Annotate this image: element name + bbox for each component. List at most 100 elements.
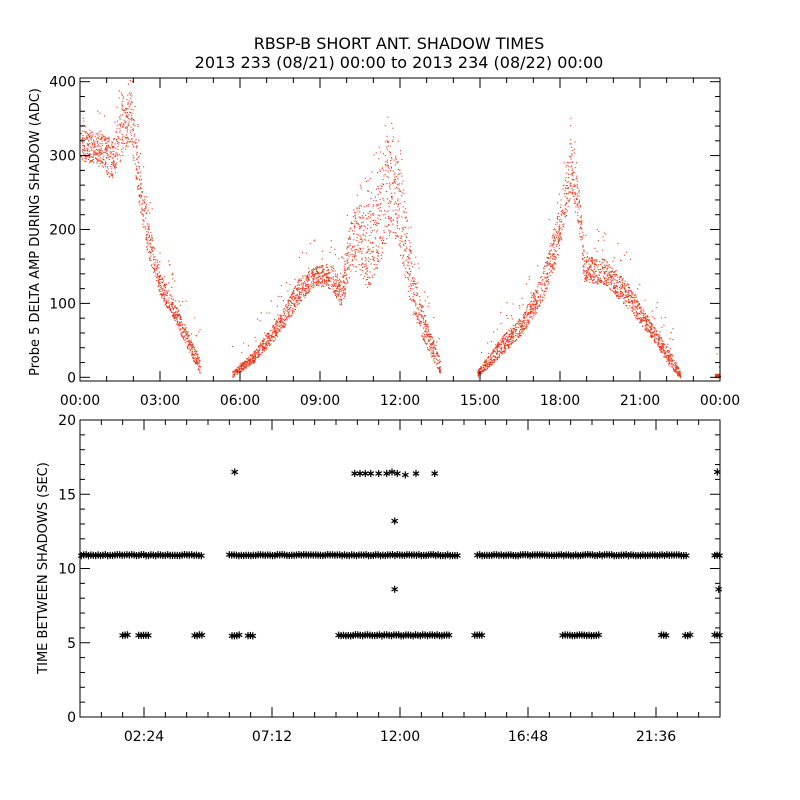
delta-amp-point <box>147 251 149 253</box>
delta-amp-point <box>411 300 413 302</box>
delta-amp-point <box>429 348 431 350</box>
delta-amp-point <box>393 179 395 181</box>
delta-amp-point <box>626 294 628 296</box>
delta-amp-point <box>650 328 652 330</box>
delta-amp-point <box>389 230 391 232</box>
delta-amp-point <box>590 269 592 271</box>
delta-amp-point <box>635 317 637 319</box>
delta-amp-point <box>123 110 125 112</box>
delta-amp-point <box>147 209 149 211</box>
delta-amp-point <box>431 349 433 351</box>
delta-amp-point <box>263 337 265 339</box>
delta-amp-point <box>553 247 555 249</box>
delta-amp-point <box>433 355 435 357</box>
delta-amp-point <box>351 250 353 252</box>
delta-amp-point <box>413 263 415 265</box>
delta-amp-point <box>553 239 555 241</box>
delta-amp-point <box>173 318 175 320</box>
delta-amp-point <box>565 188 567 190</box>
delta-amp-point <box>140 153 142 155</box>
delta-amp-point <box>555 231 557 233</box>
delta-amp-point <box>316 268 318 270</box>
delta-amp-point <box>174 312 176 314</box>
delta-amp-point <box>528 312 530 314</box>
delta-amp-point <box>370 198 372 200</box>
delta-amp-point <box>628 296 630 298</box>
delta-amp-point <box>439 361 441 363</box>
delta-amp-point <box>601 271 603 273</box>
delta-amp-point <box>85 149 87 151</box>
delta-amp-point <box>594 264 596 266</box>
delta-amp-point <box>93 142 95 144</box>
delta-amp-point <box>505 315 507 317</box>
delta-amp-point <box>504 342 506 344</box>
delta-amp-point <box>498 350 500 352</box>
delta-amp-point <box>122 154 124 156</box>
delta-amp-point <box>552 265 554 267</box>
delta-amp-point <box>556 202 558 204</box>
delta-amp-point <box>144 209 146 211</box>
delta-amp-point <box>266 333 268 335</box>
delta-amp-point <box>534 295 536 297</box>
delta-amp-point <box>187 344 189 346</box>
delta-amp-point <box>437 367 439 369</box>
delta-amp-point <box>188 340 190 342</box>
delta-amp-point <box>243 362 245 364</box>
delta-amp-point <box>264 339 266 341</box>
delta-amp-point <box>232 371 234 373</box>
delta-amp-point <box>274 330 276 332</box>
delta-amp-point <box>585 278 587 280</box>
delta-amp-point <box>274 326 276 328</box>
delta-amp-point <box>493 331 495 333</box>
delta-amp-point <box>570 183 572 185</box>
delta-amp-point <box>94 150 96 152</box>
delta-amp-point <box>119 130 121 132</box>
delta-amp-point <box>497 351 499 353</box>
delta-amp-point <box>570 173 572 175</box>
delta-amp-point <box>397 161 399 163</box>
delta-amp-point <box>555 251 557 253</box>
delta-amp-point <box>282 300 284 302</box>
delta-amp-point <box>368 276 370 278</box>
delta-amp-point <box>425 327 427 329</box>
delta-amp-point <box>536 307 538 309</box>
delta-amp-point <box>551 245 553 247</box>
delta-amp-point <box>369 211 371 213</box>
delta-amp-point <box>352 259 354 261</box>
delta-amp-point <box>477 375 479 377</box>
delta-amp-point <box>100 149 102 151</box>
delta-amp-point <box>179 318 181 320</box>
delta-amp-point <box>182 301 184 303</box>
delta-amp-point <box>407 261 409 263</box>
delta-amp-point <box>524 311 526 313</box>
delta-amp-point <box>119 116 121 118</box>
delta-amp-point <box>610 271 612 273</box>
delta-amp-point <box>304 275 306 277</box>
delta-amp-point <box>95 141 97 143</box>
delta-amp-point <box>311 275 313 277</box>
delta-amp-point <box>99 145 101 147</box>
delta-amp-point <box>659 343 661 345</box>
delta-amp-point <box>534 301 536 303</box>
delta-amp-point <box>365 279 367 281</box>
delta-amp-point <box>355 223 357 225</box>
delta-amp-point <box>414 280 416 282</box>
delta-amp-point <box>157 279 159 281</box>
delta-amp-point <box>152 250 154 252</box>
delta-amp-point <box>254 360 256 362</box>
delta-amp-point <box>390 220 392 222</box>
delta-amp-point <box>132 124 134 126</box>
delta-amp-point <box>377 172 379 174</box>
delta-amp-point <box>102 135 104 137</box>
delta-amp-point <box>637 301 639 303</box>
delta-amp-point <box>436 362 438 364</box>
delta-amp-point <box>485 359 487 361</box>
delta-amp-point <box>86 143 88 145</box>
delta-amp-point <box>554 256 556 258</box>
delta-amp-point <box>267 336 269 338</box>
delta-amp-point <box>100 138 102 140</box>
delta-amp-point <box>90 138 92 140</box>
delta-amp-point <box>273 331 275 333</box>
delta-amp-point <box>286 310 288 312</box>
delta-amp-point <box>116 154 118 156</box>
